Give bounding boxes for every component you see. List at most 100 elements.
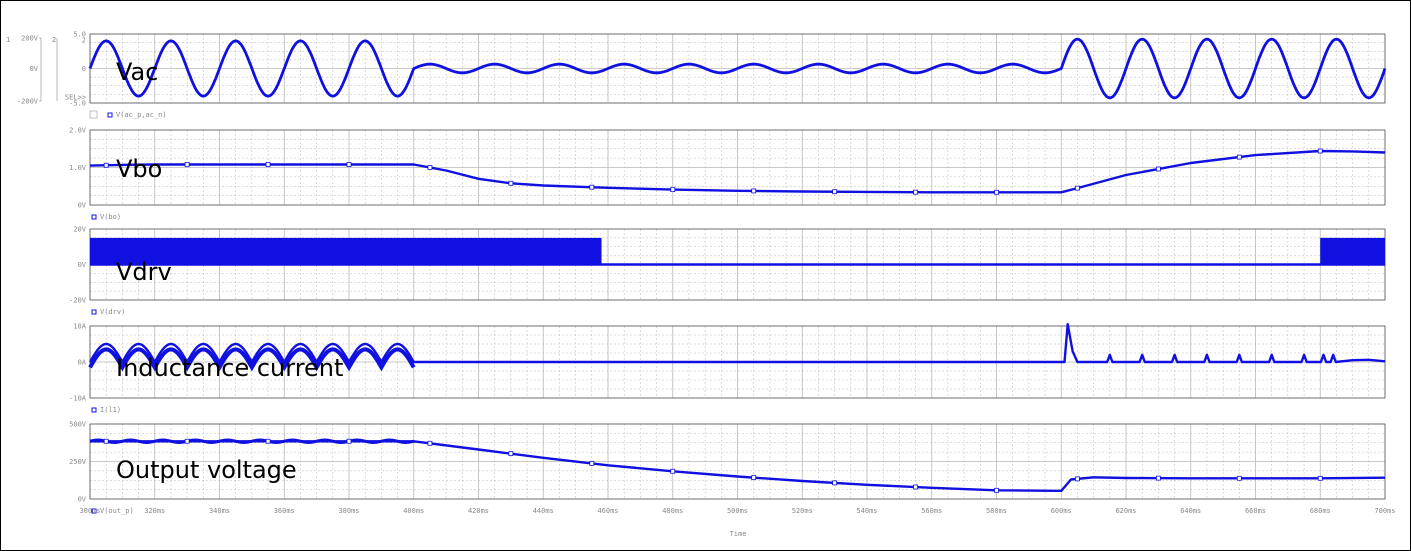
y-tick-label: -5.0: [69, 100, 86, 108]
panel-5-border: [89, 423, 1386, 500]
trace-il-band: [88, 347, 416, 372]
x-tick-label: 520ms: [792, 507, 813, 515]
legend-5: V(out_p): [91, 507, 134, 515]
annotation-output-voltage: Output voltage: [116, 456, 297, 484]
trace-marker: [1075, 185, 1080, 191]
trace-marker: [832, 480, 838, 486]
y-tick-label: 5.0: [73, 31, 86, 39]
y-tick-label: 20V: [73, 226, 86, 234]
x-tick-label: 300ms: [79, 507, 100, 515]
legend-marker: [91, 508, 97, 514]
trace-marker: [265, 162, 271, 167]
x-tick-label: 560ms: [921, 507, 942, 515]
axis-marker-2: 2: [52, 36, 56, 44]
x-tick-label: 380ms: [338, 507, 359, 515]
legend-label: V(drv): [100, 308, 125, 316]
annotation-vbo: Vbo: [116, 155, 162, 183]
y-tick-label: 2: [82, 37, 86, 45]
trace-1: [88, 37, 1387, 100]
legend-marker: [91, 407, 97, 413]
trace-marker: [589, 460, 595, 466]
x-tick-label: 600ms: [1051, 507, 1072, 515]
trace-drv-switching: [90, 237, 602, 265]
annotation-vdrv: Vdrv: [116, 258, 172, 286]
y-outer-tick-label: 200V: [21, 35, 39, 43]
axis-marker-1: 1: [6, 36, 10, 44]
trace-marker: [508, 451, 514, 457]
trace-marker: [589, 184, 595, 190]
trace-marker: [1155, 475, 1161, 481]
x-tick-label: 440ms: [533, 507, 554, 515]
y-tick-label: 0V: [78, 261, 87, 269]
panel-2-grid: [89, 129, 1386, 206]
trace-marker: [1317, 475, 1323, 481]
trace-marker: [1236, 154, 1242, 160]
y-tick-label: 0V: [78, 496, 87, 504]
trace-marker: [1075, 476, 1080, 482]
trace-marker: [670, 468, 676, 474]
y-tick-label: SEL>>: [65, 94, 86, 102]
trace-marker: [913, 189, 918, 195]
legend-1: V(ac_p,ac_n): [89, 110, 167, 119]
trace-marker: [103, 162, 109, 168]
y-tick-label: 250V: [69, 458, 87, 466]
trace-marker: [508, 180, 514, 186]
trace-marker: [103, 438, 109, 444]
x-tick-label: 580ms: [986, 507, 1007, 515]
legend-marker: [91, 214, 97, 220]
trace-marker: [1236, 475, 1242, 481]
x-tick-label: 680ms: [1310, 507, 1331, 515]
y-tick-label: 500V: [69, 421, 87, 429]
y-outer-tick-label: -200V: [17, 98, 39, 106]
x-tick-label: 320ms: [144, 507, 165, 515]
trace-marker: [427, 440, 433, 446]
panel-2-border: [89, 129, 1386, 206]
y-tick-label: 0: [82, 65, 86, 73]
x-tick-label: 360ms: [274, 507, 295, 515]
legend-label: V(ac_p,ac_n): [116, 111, 167, 119]
legend-frame-icon: [89, 110, 98, 119]
trace-marker: [994, 487, 999, 493]
legend-label: I(l1): [100, 406, 121, 414]
x-tick-label: 540ms: [856, 507, 877, 515]
trace-marker: [751, 475, 757, 481]
legend-label: V(out_p): [100, 507, 134, 515]
trace-marker: [1317, 148, 1323, 154]
trace-marker: [346, 438, 352, 444]
x-axis-title: Time: [730, 530, 747, 538]
trace-marker: [751, 188, 757, 194]
x-tick-label: 480ms: [662, 507, 683, 515]
x-tick-label: 340ms: [209, 507, 230, 515]
y-tick-label: -10A: [69, 395, 87, 403]
x-tick-label: 660ms: [1245, 507, 1266, 515]
trace-marker: [832, 189, 838, 195]
annotation-inductance-current: Inductance current: [116, 354, 343, 382]
y-tick-label: -20V: [69, 297, 87, 305]
legend-2: V(bo): [91, 213, 121, 221]
legend-4: I(l1): [91, 406, 121, 414]
trace-marker: [994, 189, 999, 195]
x-tick-label: 640ms: [1180, 507, 1201, 515]
trace-5: [90, 440, 1386, 492]
y-tick-label: 2.0V: [69, 127, 87, 135]
trace-marker: [265, 438, 271, 444]
x-tick-label: 420ms: [468, 507, 489, 515]
y-tick-label: 10A: [73, 323, 86, 331]
y-outer-tick-label: 0V: [30, 65, 39, 73]
y-tick-label: 1.0V: [69, 164, 87, 172]
trace-marker: [184, 162, 190, 167]
trace-drv-switching: [1320, 237, 1385, 265]
y-tick-label: 0V: [78, 202, 87, 210]
trace-marker: [913, 484, 918, 490]
x-tick-label: 620ms: [1115, 507, 1136, 515]
x-tick-label: 700ms: [1374, 507, 1395, 515]
legend-marker: [107, 112, 113, 118]
trace-marker: [346, 162, 352, 167]
trace-marker: [427, 165, 433, 170]
x-tick-label: 500ms: [727, 507, 748, 515]
trace-2: [89, 149, 1386, 194]
annotation-vac: Vac: [116, 58, 158, 86]
trace-marker: [184, 438, 190, 444]
x-tick-label: 460ms: [597, 507, 618, 515]
trace-marker: [670, 187, 676, 193]
